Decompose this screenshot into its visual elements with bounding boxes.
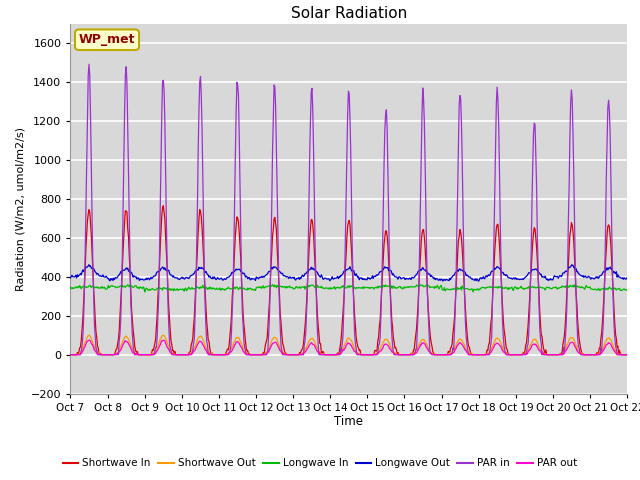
Title: Solar Radiation: Solar Radiation: [291, 6, 407, 22]
Legend: Shortwave In, Shortwave Out, Longwave In, Longwave Out, PAR in, PAR out: Shortwave In, Shortwave Out, Longwave In…: [58, 454, 582, 472]
Y-axis label: Radiation (W/m2, umol/m2/s): Radiation (W/m2, umol/m2/s): [15, 127, 26, 291]
X-axis label: Time: Time: [334, 415, 364, 429]
Text: WP_met: WP_met: [79, 33, 135, 46]
